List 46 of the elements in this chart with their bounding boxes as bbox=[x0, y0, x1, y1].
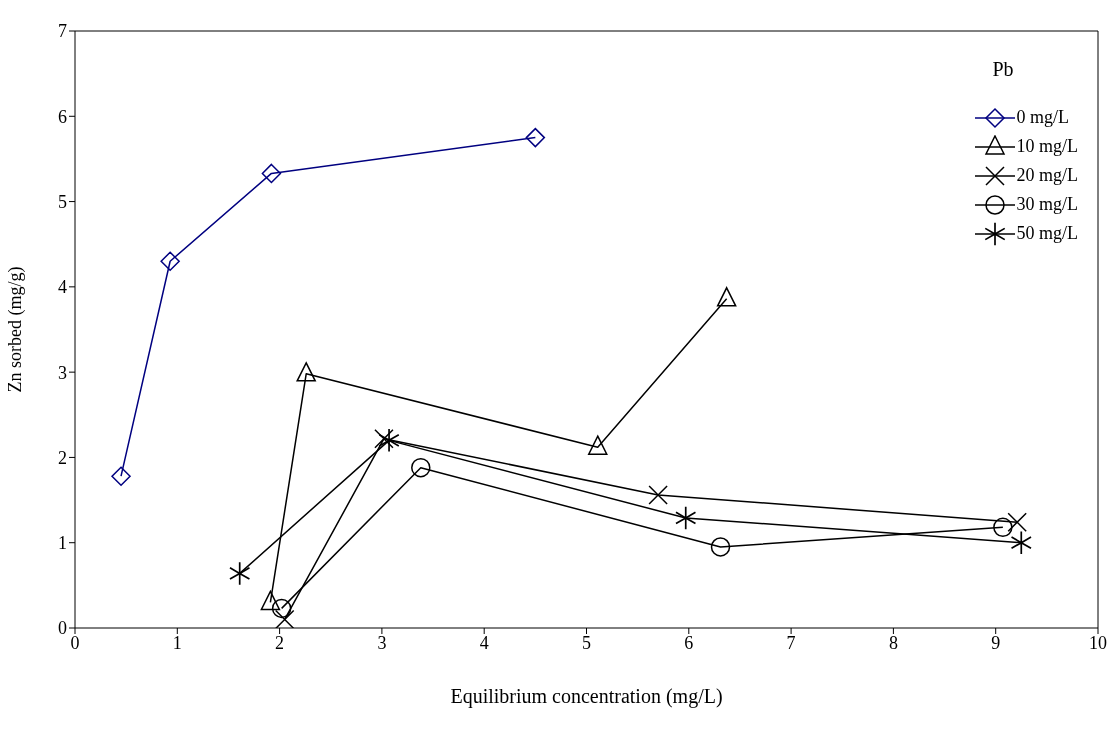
point bbox=[378, 429, 400, 452]
y-tick-label: 2 bbox=[58, 447, 67, 468]
point bbox=[648, 485, 668, 505]
x-tick-label: 9 bbox=[991, 632, 1001, 653]
point bbox=[260, 590, 281, 611]
point bbox=[160, 251, 180, 272]
point bbox=[271, 598, 292, 619]
x-tick-label: 1 bbox=[172, 632, 182, 653]
point bbox=[675, 506, 696, 530]
y-tick-label: 7 bbox=[58, 21, 67, 42]
point bbox=[411, 457, 431, 478]
y-tick-label: 3 bbox=[58, 362, 67, 383]
point bbox=[993, 517, 1013, 538]
point bbox=[296, 362, 316, 382]
point bbox=[525, 127, 546, 148]
x-axis-title: Equilibrium concentration (mg/L) bbox=[450, 685, 723, 708]
legend-label: 50 mg/L bbox=[1016, 223, 1078, 244]
point bbox=[716, 287, 737, 307]
legend-label: 20 mg/L bbox=[1016, 165, 1078, 186]
legend-label: 10 mg/L bbox=[1016, 136, 1078, 157]
x-tick-label: 10 bbox=[1089, 632, 1107, 653]
x-tick-label: 6 bbox=[684, 632, 694, 653]
point bbox=[1011, 531, 1032, 554]
legend-label: 0 mg/L bbox=[1016, 107, 1069, 128]
y-tick-label: 5 bbox=[58, 191, 67, 212]
y-tick-label: 0 bbox=[58, 618, 67, 639]
point bbox=[229, 562, 250, 585]
x-tick-label: 7 bbox=[786, 632, 796, 653]
point bbox=[1007, 512, 1027, 532]
legend-label: 30 mg/L bbox=[1016, 194, 1078, 215]
y-tick-label: 6 bbox=[58, 106, 67, 127]
x-tick-label: 2 bbox=[275, 632, 285, 653]
point bbox=[261, 163, 282, 184]
y-tick-label: 4 bbox=[58, 277, 67, 298]
point bbox=[588, 435, 608, 455]
point bbox=[274, 609, 295, 628]
x-tick-label: 3 bbox=[377, 632, 387, 653]
y-axis-title: Zn sorbed (mg/g) bbox=[5, 266, 27, 393]
point bbox=[374, 428, 394, 449]
y-tick-label: 1 bbox=[58, 533, 67, 554]
x-tick-label: 5 bbox=[582, 632, 591, 653]
point bbox=[111, 466, 131, 486]
x-tick-label: 4 bbox=[479, 632, 489, 653]
point bbox=[710, 537, 731, 557]
legend-title: Pb bbox=[992, 58, 1015, 81]
x-tick-label: 8 bbox=[888, 632, 898, 653]
